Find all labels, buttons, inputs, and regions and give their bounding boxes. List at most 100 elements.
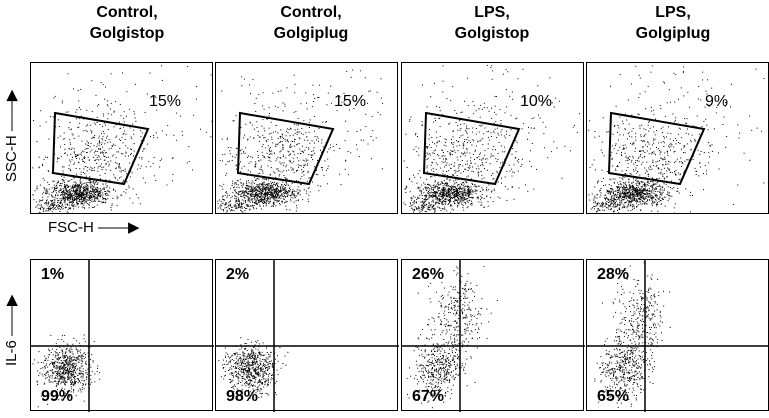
event-dot <box>425 196 427 198</box>
event-dot <box>276 189 278 191</box>
event-dot <box>447 151 449 153</box>
event-dot <box>234 189 236 191</box>
event-dot <box>456 190 458 192</box>
event-dot <box>54 204 56 206</box>
event-dot <box>459 188 461 190</box>
event-dot <box>630 187 631 189</box>
event-dot <box>101 169 103 170</box>
event-dot <box>450 150 452 151</box>
event-dot <box>530 166 532 168</box>
event-dot <box>99 195 101 197</box>
event-dot <box>463 145 465 147</box>
event-dot <box>459 129 461 131</box>
event-dot <box>417 186 419 188</box>
event-dot <box>427 198 429 200</box>
event-dot <box>119 147 121 149</box>
event-dot <box>270 152 272 154</box>
event-dot <box>608 191 609 192</box>
event-dot <box>263 194 265 196</box>
event-dot <box>71 197 73 199</box>
event-dot <box>628 181 630 183</box>
event-dot <box>280 137 281 139</box>
event-dot <box>264 197 265 199</box>
event-dot <box>625 183 626 185</box>
event-dot <box>674 119 676 121</box>
event-dot <box>231 209 232 211</box>
event-dot <box>683 172 685 174</box>
event-dot <box>475 110 477 112</box>
event-dot <box>271 185 273 187</box>
event-dot <box>102 139 104 141</box>
event-dot <box>513 164 515 166</box>
event-dot <box>50 203 52 205</box>
event-dot <box>432 141 433 143</box>
event-dot <box>66 193 68 195</box>
event-dot <box>231 196 233 198</box>
event-dot <box>70 188 72 190</box>
event-dot <box>451 205 453 207</box>
event-dot <box>262 119 264 121</box>
event-dot <box>115 167 117 169</box>
event-dot <box>113 143 115 145</box>
event-dot <box>265 189 266 191</box>
event-dot <box>80 109 82 111</box>
event-dot <box>263 137 265 139</box>
event-dot <box>450 154 451 156</box>
event-dot <box>642 149 644 151</box>
event-dot <box>56 185 58 186</box>
event-dot <box>468 192 470 194</box>
event-dot <box>48 138 50 140</box>
event-dot <box>125 188 127 190</box>
event-dot <box>435 193 436 195</box>
event-dot <box>368 90 370 92</box>
event-dot <box>66 190 68 192</box>
event-dot <box>445 198 447 200</box>
event-dot <box>502 151 504 153</box>
event-dot <box>71 205 73 207</box>
event-dot <box>481 193 483 195</box>
event-dot <box>464 141 465 143</box>
event-dot <box>419 190 421 192</box>
event-dot <box>267 145 269 147</box>
event-dot <box>104 159 106 161</box>
event-dot <box>662 197 664 199</box>
event-dot <box>245 201 247 203</box>
event-dot <box>533 127 535 129</box>
event-dot <box>65 184 67 186</box>
event-dot <box>643 185 645 186</box>
event-dot <box>296 170 298 171</box>
event-dot <box>113 188 114 190</box>
event-dot <box>315 174 317 175</box>
event-dot <box>643 188 645 189</box>
event-dot <box>67 208 69 210</box>
event-dot <box>309 142 311 144</box>
event-dot <box>94 150 96 152</box>
event-dot <box>87 181 89 183</box>
event-dot <box>460 135 462 137</box>
event-dot <box>433 159 435 161</box>
event-dot <box>403 160 405 162</box>
event-dot <box>275 124 277 126</box>
event-dot <box>236 192 238 194</box>
event-dot <box>65 193 67 195</box>
scatter-y-axis-text: SSC-H <box>3 135 20 182</box>
event-dot <box>341 101 343 103</box>
event-dot <box>255 194 257 195</box>
event-dot <box>91 137 93 139</box>
event-dot <box>39 204 41 206</box>
event-dot <box>444 198 446 200</box>
event-dot <box>219 185 221 186</box>
event-dot <box>133 155 134 157</box>
event-dot <box>659 196 661 198</box>
event-dot <box>655 191 657 193</box>
event-dot <box>281 202 283 204</box>
event-dot <box>84 207 85 209</box>
event-dot <box>261 183 263 185</box>
event-dot <box>623 182 625 183</box>
event-dot <box>345 120 346 122</box>
event-dot <box>460 123 462 125</box>
event-dot <box>445 190 447 192</box>
event-dot <box>138 157 140 159</box>
event-dot <box>257 157 259 158</box>
event-dot <box>64 195 66 197</box>
